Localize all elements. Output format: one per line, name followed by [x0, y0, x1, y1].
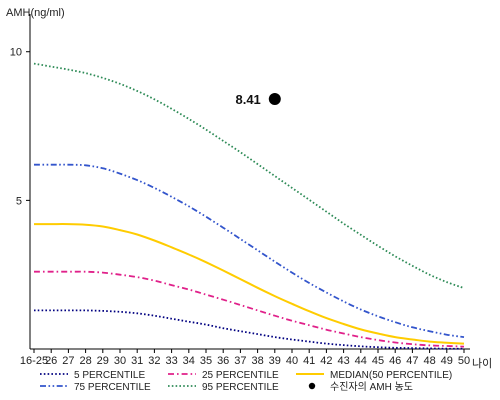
series-line-1 — [34, 270, 465, 348]
x-tick-label: 28 — [79, 355, 91, 367]
x-tick-label: 30 — [114, 355, 126, 367]
x-tick-label: 43 — [337, 355, 349, 367]
legend-label-5: 수진자의 AMH 농도 — [330, 381, 413, 393]
x-tick-label: 26 — [45, 355, 57, 367]
x-tick-label: 38 — [251, 355, 263, 367]
x-tick-label: 40 — [286, 355, 298, 367]
x-tick-label: 29 — [97, 355, 109, 367]
x-tick-label: 32 — [148, 355, 160, 367]
x-tick-label: 37 — [234, 355, 246, 367]
x-tick-label: 50 — [458, 355, 470, 367]
y-tick-label: 10 — [10, 47, 22, 59]
series-line-0 — [33, 309, 465, 350]
x-tick-label: 16-25 — [20, 355, 48, 367]
legend-label-1: 25 PERCENTILE — [202, 370, 279, 381]
x-tick-label: 35 — [200, 355, 212, 367]
x-tick-label: 42 — [320, 355, 332, 367]
legend-label-3: 75 PERCENTILE — [74, 382, 151, 393]
legend-label-2: MEDIAN(50 PERCENTILE) — [330, 370, 452, 381]
y-axis-title: AMH(ng/ml) — [6, 7, 65, 19]
x-tick-label: 49 — [441, 355, 453, 367]
x-tick-label: 33 — [165, 355, 177, 367]
x-tick-label: 46 — [389, 355, 401, 367]
x-tick-label: 31 — [131, 355, 143, 367]
legend-label-0: 5 PERCENTILE — [74, 370, 145, 381]
x-tick-label: 41 — [303, 355, 315, 367]
x-tick-label: 45 — [372, 355, 384, 367]
series-layer — [33, 62, 465, 350]
amh-point-label: 8.41 — [235, 92, 260, 107]
y-tick-label: 5 — [16, 195, 22, 207]
x-tick-label: 47 — [406, 355, 418, 367]
x-tick-label: 34 — [183, 355, 195, 367]
legend-marker-5 — [308, 382, 316, 390]
x-tick-label: 39 — [269, 355, 281, 367]
series-line-2 — [34, 223, 465, 345]
amh-point-marker — [268, 92, 281, 105]
x-tick-label: 27 — [62, 355, 74, 367]
x-tick-label: 36 — [217, 355, 229, 367]
points-layer: 8.41 — [235, 92, 281, 107]
legend-label-4: 95 PERCENTILE — [202, 382, 279, 393]
legend: 5 PERCENTILE 25 PERCENTILE MEDIAN(50 PERCE… — [40, 370, 452, 393]
x-axis-title: 나이 — [472, 357, 492, 370]
x-tick-label: 44 — [355, 355, 367, 367]
series-line-3 — [34, 163, 465, 338]
x-tick-label: 48 — [423, 355, 435, 367]
